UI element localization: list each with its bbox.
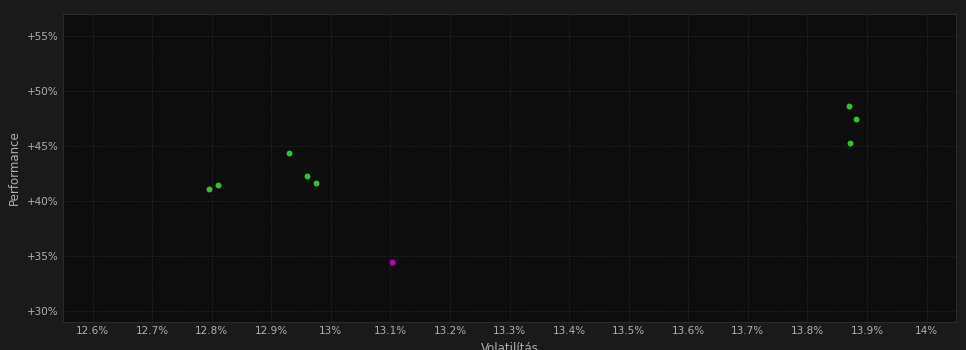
Point xyxy=(299,173,315,178)
X-axis label: Volatilítás: Volatilítás xyxy=(481,342,538,350)
Point xyxy=(201,186,216,192)
Point xyxy=(210,182,225,187)
Point xyxy=(308,181,324,186)
Point xyxy=(384,259,400,264)
Point xyxy=(842,140,858,146)
Y-axis label: Performance: Performance xyxy=(9,131,21,205)
Point xyxy=(841,104,857,109)
Point xyxy=(281,150,297,155)
Point xyxy=(848,116,864,121)
